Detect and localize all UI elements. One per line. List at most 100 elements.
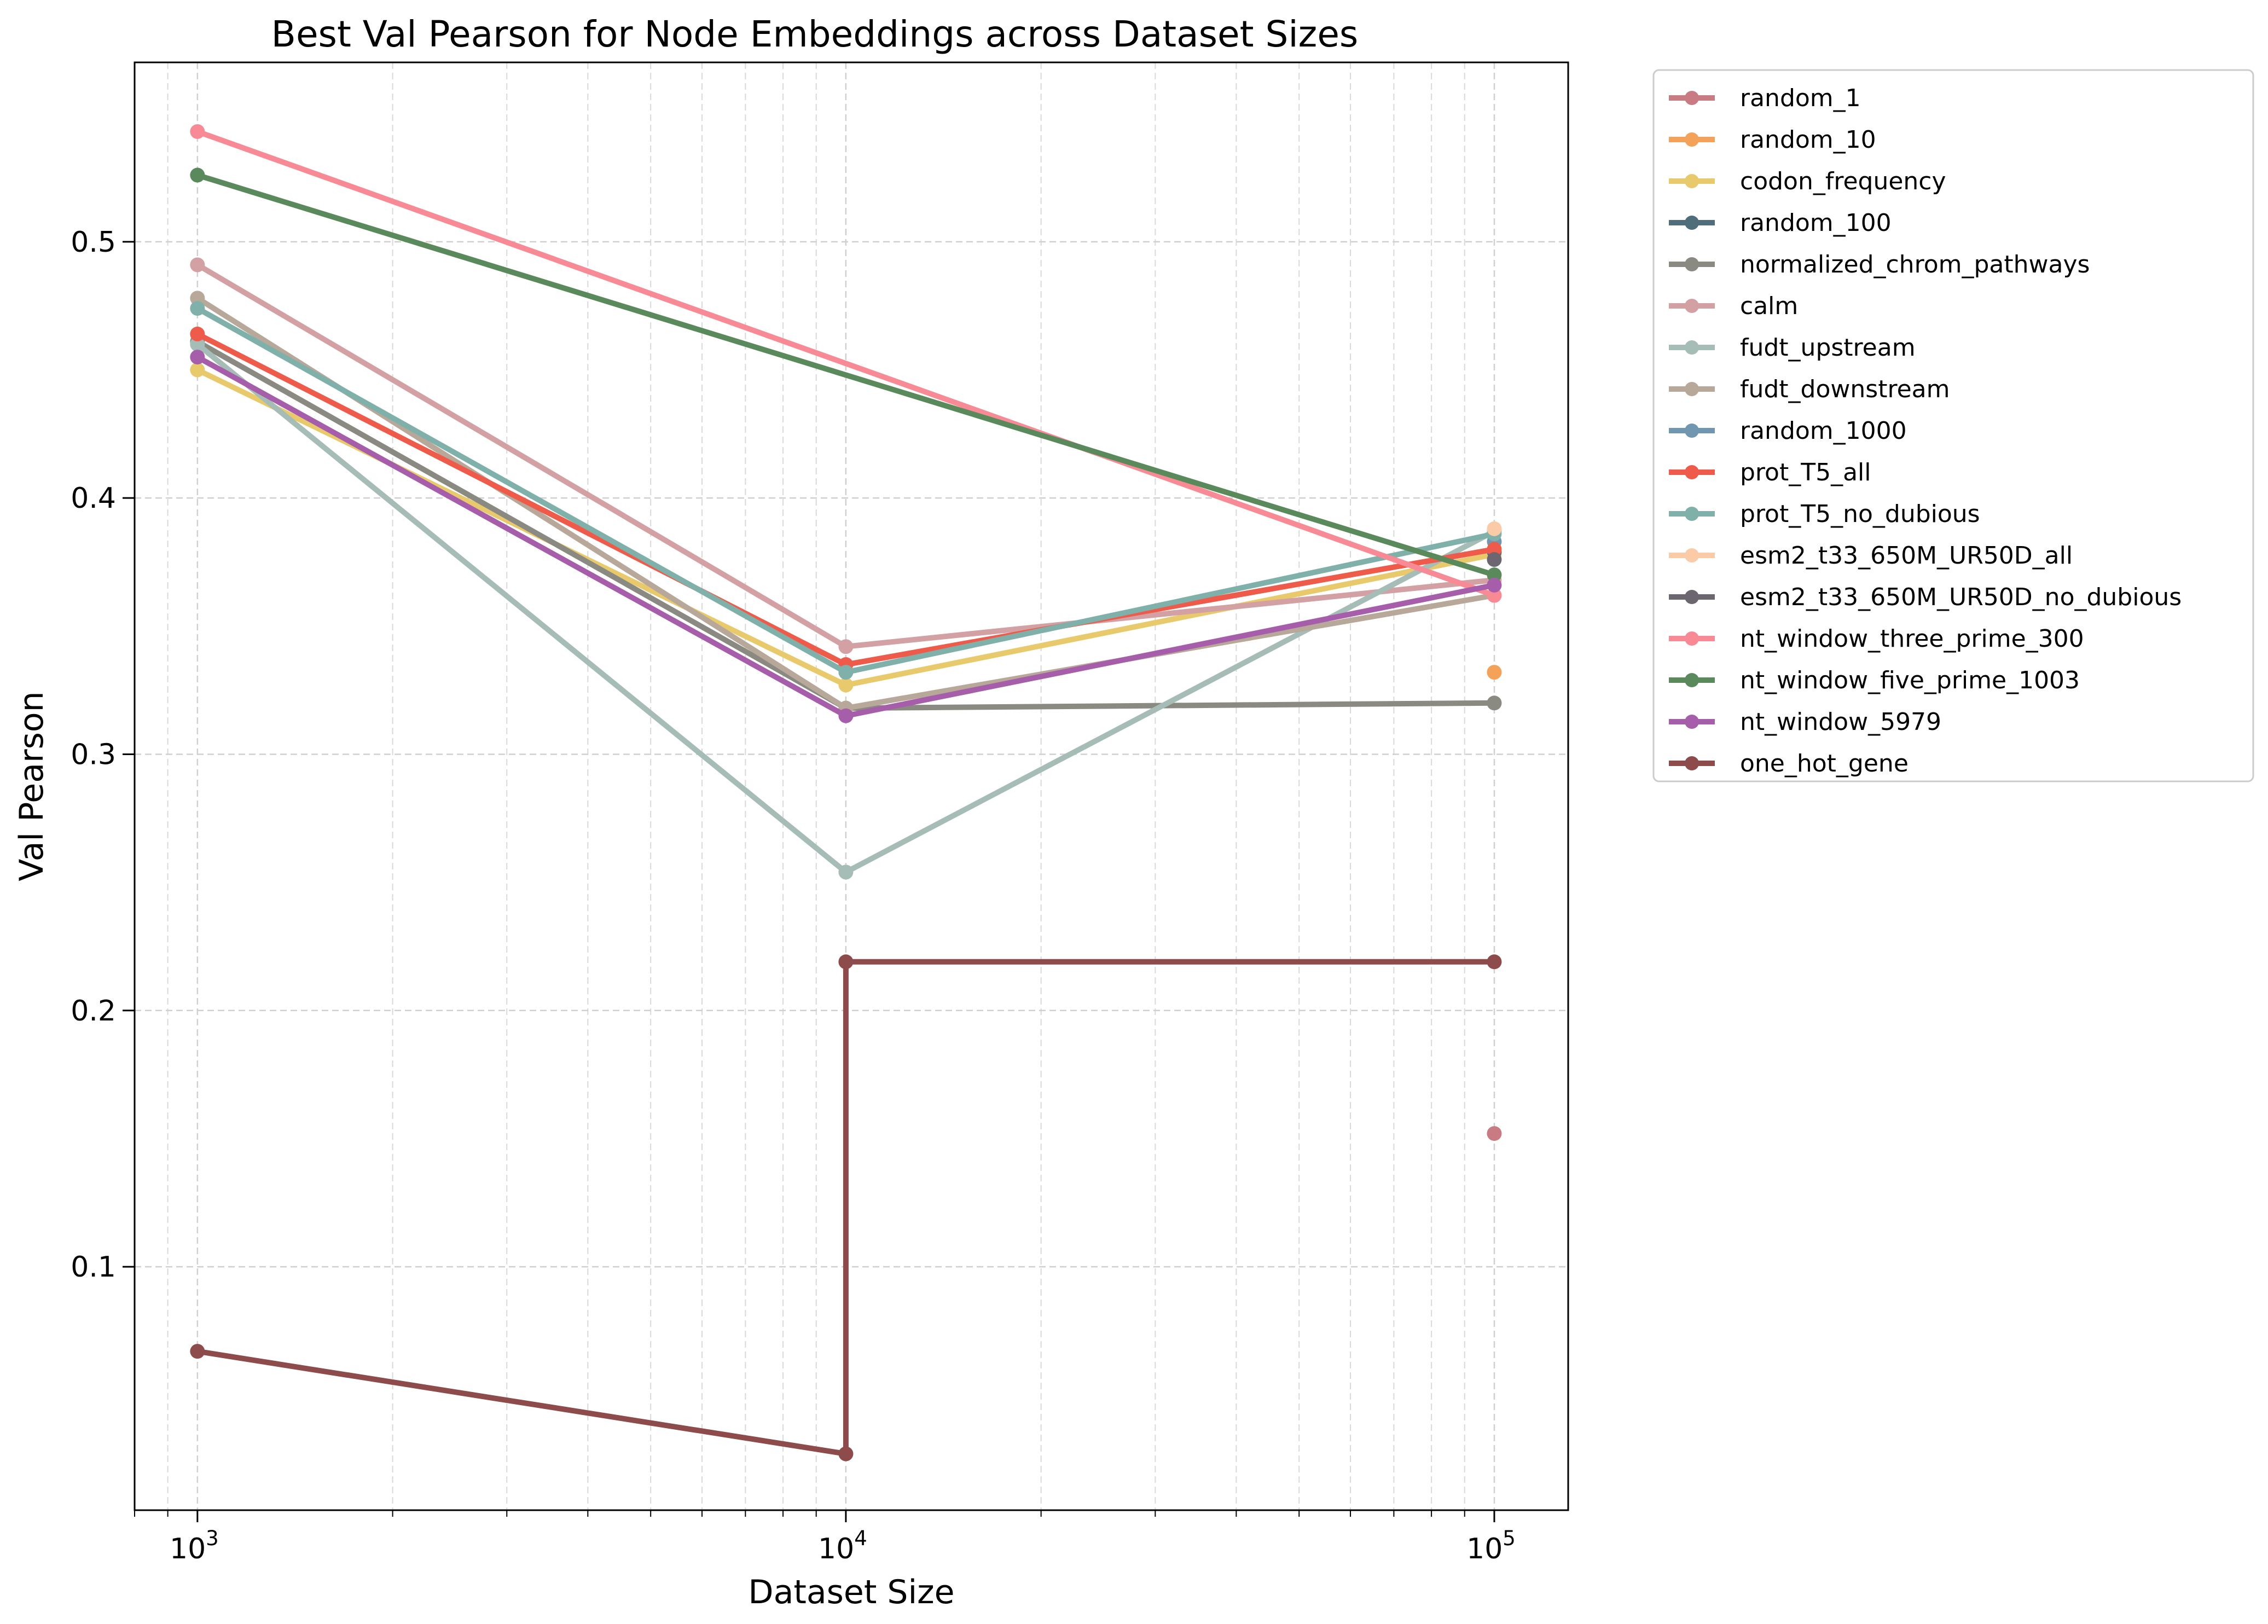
legend-swatch-marker [1685, 299, 1699, 313]
legend-label: esm2_t33_650M_UR50D_all [1740, 542, 2073, 570]
data-point [1487, 954, 1502, 970]
series-group [190, 124, 1502, 1461]
data-point [190, 124, 205, 139]
legend-item: fudt_downstream [1669, 375, 1950, 403]
legend-item: nt_window_five_prime_1003 [1669, 666, 2080, 694]
data-point [190, 291, 205, 306]
legend-label: nt_window_three_prime_300 [1740, 625, 2084, 653]
legend-swatch-marker [1685, 382, 1699, 396]
data-point [1487, 521, 1502, 536]
legend-label: random_10 [1740, 126, 1876, 154]
legend-item: normalized_chrom_pathways [1669, 251, 2090, 279]
data-point [1487, 552, 1502, 567]
x-tick-label: 103 [170, 1527, 219, 1565]
y-tick-label: 0.5 [71, 226, 116, 259]
legend-label: fudt_downstream [1740, 375, 1950, 403]
series-line [194, 959, 1497, 1457]
legend-label: nt_window_5979 [1740, 708, 1941, 736]
legend-item: nt_window_5979 [1669, 708, 1941, 736]
x-tick-label: 104 [818, 1527, 867, 1565]
y-tick-label: 0.3 [71, 738, 116, 771]
legend-label: esm2_t33_650M_UR50D_no_dubious [1740, 583, 2182, 611]
y-tick-label: 0.2 [71, 995, 116, 1028]
legend: random_1 random_10 codon_frequency random_1… [1652, 69, 2254, 782]
data-point [190, 1344, 205, 1359]
series-nt_window_three_prime_300 [190, 124, 1502, 603]
data-point [838, 665, 854, 680]
legend-swatch-marker [1685, 174, 1699, 188]
legend-frame [1652, 69, 2254, 782]
series-random_10 [1487, 665, 1502, 680]
series-prot_T5_all [190, 326, 1502, 672]
legend-swatch-marker [1685, 507, 1699, 521]
legend-label: one_hot_gene [1740, 750, 1909, 778]
series-nt_window_5979 [190, 350, 1502, 723]
data-point [190, 362, 205, 378]
data-point [1487, 1126, 1502, 1141]
legend-swatch-marker [1685, 132, 1699, 147]
legend-item: random_1 [1669, 84, 1861, 112]
legend-item: esm2_t33_650M_UR50D_all [1669, 542, 2073, 570]
legend-item: codon_frequency [1669, 167, 1946, 195]
data-point [190, 350, 205, 365]
data-point [838, 708, 854, 723]
data-point [1487, 567, 1502, 583]
series-one_hot_gene [190, 954, 1502, 1461]
legend-label: random_1 [1740, 84, 1861, 112]
data-point [190, 337, 205, 352]
legend-swatch-marker [1685, 548, 1699, 562]
y-tick-label: 0.4 [71, 482, 116, 515]
legend-label: normalized_chrom_pathways [1740, 251, 2090, 279]
legend-label: codon_frequency [1740, 167, 1946, 195]
y-axis-label: Val Pearson [13, 691, 51, 881]
legend-item: nt_window_three_prime_300 [1669, 625, 2084, 653]
legend-items: random_1 random_10 codon_frequency random_1… [1669, 84, 2182, 778]
legend-label: random_100 [1740, 209, 1892, 237]
legend-swatch-marker [1685, 257, 1699, 271]
chart-title: Best Val Pearson for Node Embeddings acr… [271, 13, 1359, 55]
grid [134, 62, 1568, 1510]
series-esm2_t33_650M_UR50D_all [1487, 521, 1502, 536]
x-tick-label: 105 [1466, 1527, 1516, 1565]
series-calm [190, 257, 1502, 654]
y-axis: 0.1 0.2 0.3 0.4 0.5 [71, 226, 135, 1284]
series-line [194, 262, 1497, 649]
legend-swatch-marker [1685, 91, 1699, 105]
series-random_1 [1487, 1126, 1502, 1141]
legend-label: prot_T5_all [1740, 459, 1871, 486]
data-point [838, 1446, 854, 1461]
legend-item: random_100 [1669, 209, 1892, 237]
legend-item: random_1000 [1669, 417, 1907, 445]
data-point [1487, 588, 1502, 603]
legend-item: esm2_t33_650M_UR50D_no_dubious [1669, 583, 2182, 611]
legend-label: calm [1740, 292, 1798, 320]
legend-item: calm [1669, 292, 1798, 320]
legend-item: prot_T5_all [1669, 459, 1871, 486]
legend-swatch-marker [1685, 216, 1699, 230]
legend-item: fudt_upstream [1669, 334, 1916, 362]
data-point [190, 167, 205, 183]
legend-label: random_1000 [1740, 417, 1907, 445]
data-point [838, 677, 854, 693]
legend-swatch-marker [1685, 465, 1699, 479]
x-axis-label: Dataset Size [748, 1573, 954, 1611]
series-line [194, 129, 1497, 599]
legend-label: nt_window_five_prime_1003 [1740, 666, 2080, 694]
legend-label: fudt_upstream [1740, 334, 1916, 362]
legend-swatch-marker [1685, 424, 1699, 438]
data-point [838, 639, 854, 654]
data-point [190, 301, 205, 316]
x-axis: 103 104 105 [134, 1510, 1516, 1565]
series-esm2_t33_650M_UR50D_no_dubious [1487, 552, 1502, 567]
legend-item: prot_T5_no_dubious [1669, 500, 1980, 528]
legend-swatch-marker [1685, 340, 1699, 355]
series-nt_window_five_prime_1003 [190, 167, 1502, 583]
legend-item: random_10 [1669, 126, 1876, 154]
data-point [190, 326, 205, 341]
legend-swatch-marker [1685, 631, 1699, 646]
data-point [1487, 695, 1502, 711]
data-point [1487, 577, 1502, 593]
legend-item: one_hot_gene [1669, 750, 1909, 778]
legend-swatch-marker [1685, 715, 1699, 729]
